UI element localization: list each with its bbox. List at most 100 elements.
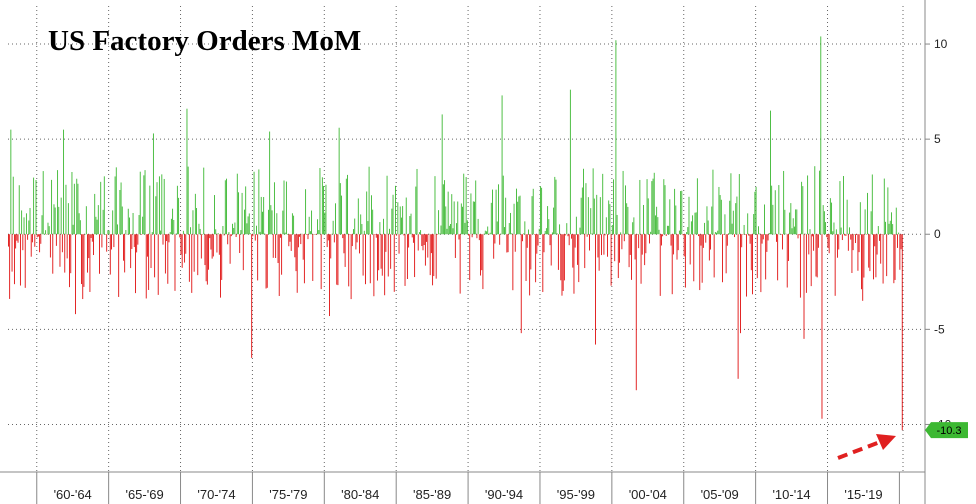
bar	[279, 234, 281, 238]
bar	[616, 214, 618, 235]
bar	[96, 219, 98, 235]
bar	[161, 174, 163, 235]
bar	[856, 234, 858, 235]
x-tick-label: '05-'09	[701, 487, 739, 502]
bar	[595, 234, 596, 345]
bar	[240, 230, 242, 235]
bar	[306, 234, 308, 235]
bar	[597, 234, 599, 258]
bar	[749, 234, 751, 244]
bar	[209, 234, 211, 239]
bar	[216, 234, 218, 253]
bar	[415, 186, 417, 235]
bar	[623, 234, 625, 242]
bar	[556, 233, 558, 235]
bar	[883, 178, 885, 235]
bar	[573, 234, 575, 294]
bar	[182, 230, 184, 235]
bar	[468, 234, 469, 236]
bar	[206, 234, 208, 285]
bar	[49, 234, 51, 258]
bar	[853, 234, 855, 235]
bar	[672, 234, 674, 255]
bar	[269, 131, 271, 235]
bar	[186, 108, 188, 235]
bar	[774, 190, 776, 235]
bar	[438, 210, 440, 235]
bar	[687, 227, 689, 235]
bar	[204, 234, 206, 266]
bar	[770, 110, 771, 235]
bar	[84, 234, 86, 235]
bar	[855, 234, 856, 244]
bar	[67, 203, 69, 235]
bar	[596, 194, 598, 235]
bar	[722, 234, 723, 283]
bar	[581, 187, 583, 235]
bar	[889, 220, 891, 235]
bar	[90, 234, 92, 238]
bar	[337, 234, 339, 286]
bar	[555, 179, 557, 235]
bar	[324, 212, 326, 235]
bar	[444, 180, 446, 235]
bar	[699, 234, 701, 291]
bar	[414, 234, 416, 278]
bar	[523, 233, 525, 235]
bar	[629, 234, 631, 255]
bar	[248, 213, 250, 235]
bar	[426, 234, 428, 242]
bar	[532, 188, 534, 235]
bar	[124, 234, 126, 273]
last-value-callout: -10.3	[925, 422, 968, 439]
bar	[713, 234, 715, 278]
bar	[895, 207, 897, 235]
bar	[785, 233, 787, 235]
bar	[118, 234, 120, 297]
bar	[810, 234, 812, 287]
bar	[670, 234, 672, 246]
bar	[312, 234, 314, 281]
bar	[572, 234, 574, 268]
bar	[645, 234, 647, 254]
bar	[208, 234, 209, 270]
bar	[146, 234, 148, 257]
bar	[361, 224, 363, 235]
bar	[63, 129, 65, 235]
bar	[265, 234, 267, 289]
bar	[857, 234, 859, 271]
bar	[371, 195, 372, 235]
bar	[832, 231, 834, 235]
bar	[706, 206, 708, 235]
bar	[105, 234, 106, 235]
bar	[221, 234, 223, 280]
bar	[681, 190, 683, 235]
bar	[87, 234, 88, 273]
bar	[151, 232, 153, 235]
bar	[234, 222, 236, 235]
bar	[742, 234, 744, 235]
bar	[439, 233, 441, 235]
bar	[218, 234, 220, 255]
bar	[275, 234, 277, 258]
bar	[879, 234, 880, 241]
bar	[666, 225, 668, 235]
bar	[798, 234, 800, 236]
bar	[258, 169, 260, 235]
bar	[834, 234, 836, 296]
bar	[155, 196, 157, 235]
bar	[320, 234, 322, 290]
bar	[662, 234, 664, 237]
bar	[210, 234, 212, 250]
bar	[474, 201, 475, 235]
bar	[495, 189, 497, 235]
bar	[113, 234, 115, 248]
bar	[446, 228, 448, 235]
bar	[150, 234, 152, 269]
bar	[336, 234, 338, 285]
bar	[665, 234, 667, 236]
bar	[293, 215, 295, 235]
bar	[756, 234, 758, 279]
bar	[580, 197, 582, 235]
bar	[296, 234, 298, 293]
